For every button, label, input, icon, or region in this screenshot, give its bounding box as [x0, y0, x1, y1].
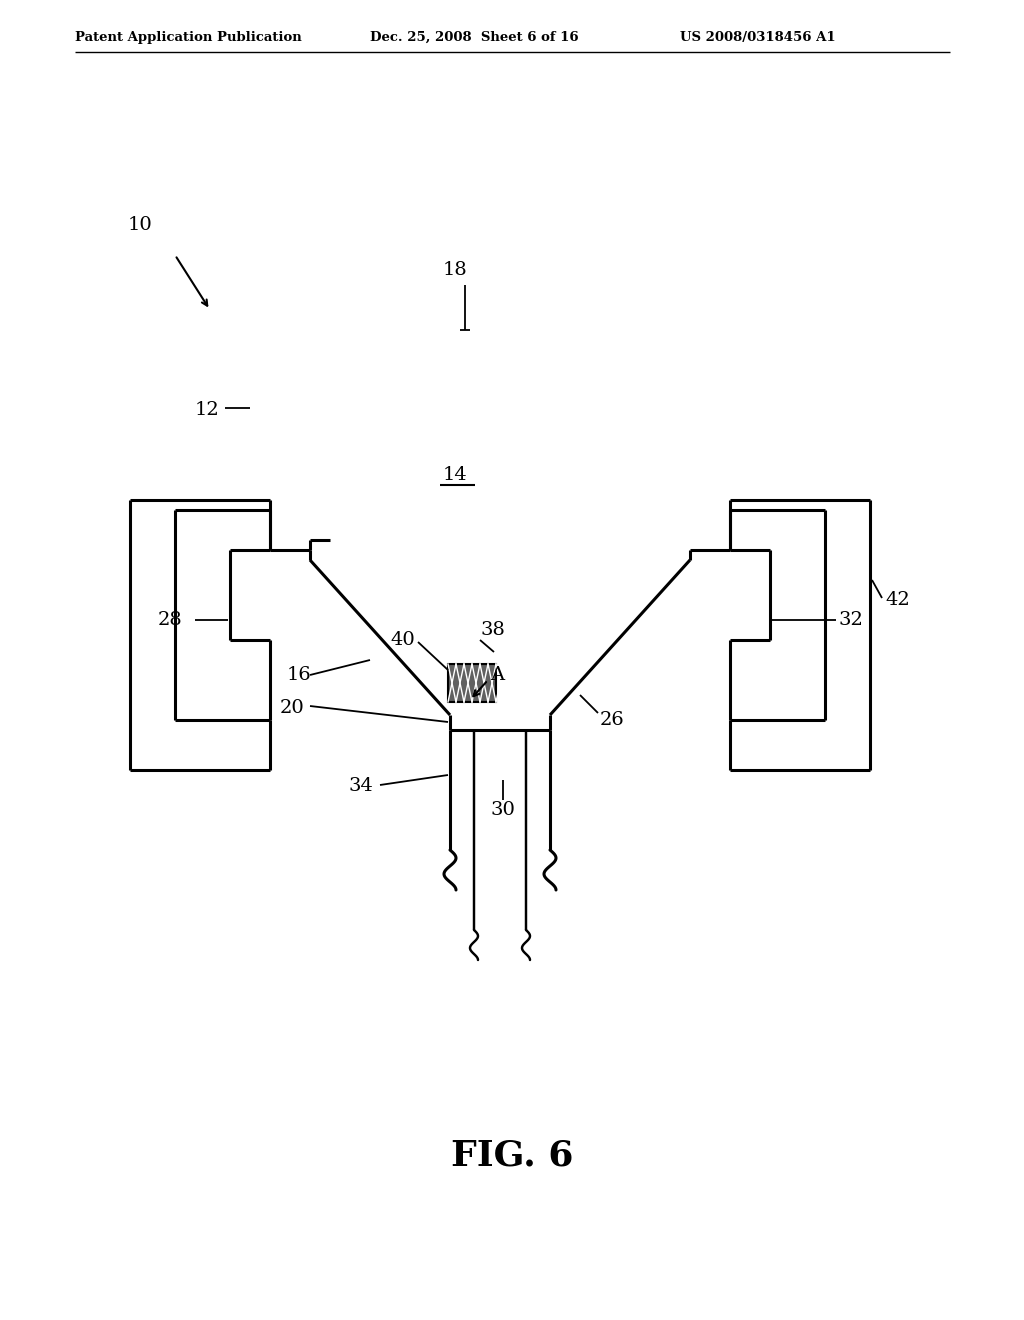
Text: 30: 30 — [490, 801, 515, 818]
Text: 12: 12 — [195, 401, 220, 418]
Text: 18: 18 — [442, 261, 467, 279]
Text: 28: 28 — [158, 611, 182, 630]
Text: 16: 16 — [287, 667, 311, 684]
Text: 32: 32 — [838, 611, 863, 630]
Text: 14: 14 — [442, 466, 467, 484]
Text: Dec. 25, 2008  Sheet 6 of 16: Dec. 25, 2008 Sheet 6 of 16 — [370, 30, 579, 44]
Text: A: A — [490, 667, 504, 684]
Bar — [449, 664, 496, 702]
Text: 42: 42 — [885, 591, 909, 609]
Text: 26: 26 — [600, 711, 625, 729]
Text: 10: 10 — [128, 216, 153, 234]
Text: US 2008/0318456 A1: US 2008/0318456 A1 — [680, 30, 836, 44]
Text: 34: 34 — [348, 777, 373, 795]
Text: Patent Application Publication: Patent Application Publication — [75, 30, 302, 44]
Text: 40: 40 — [390, 631, 415, 649]
Text: FIG. 6: FIG. 6 — [451, 1138, 573, 1172]
Text: 20: 20 — [280, 700, 305, 717]
Text: 38: 38 — [480, 620, 505, 639]
